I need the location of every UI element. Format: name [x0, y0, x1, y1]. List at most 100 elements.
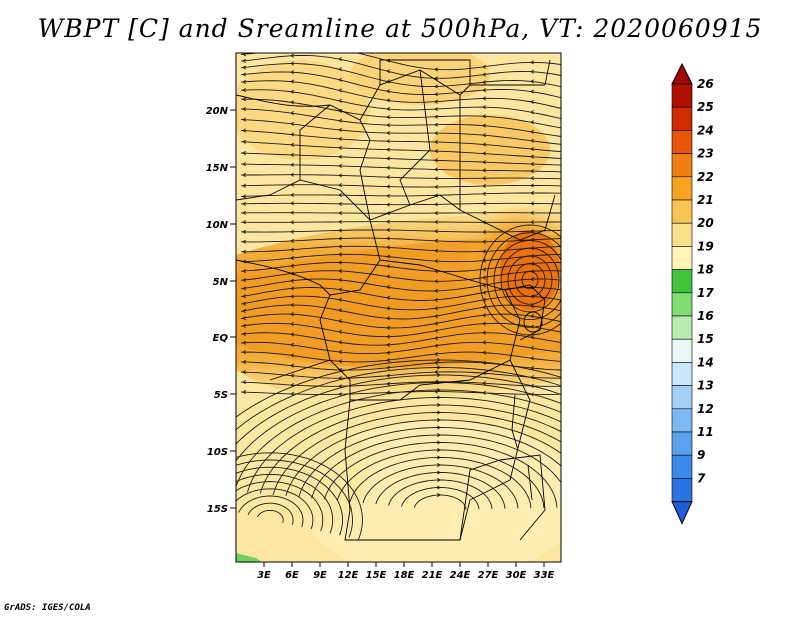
streamline — [236, 481, 324, 532]
streamline-arrow — [386, 130, 390, 136]
streamline-arrow — [434, 139, 438, 145]
streamline-arrow — [338, 236, 342, 241]
streamline-arrow — [242, 88, 246, 93]
streamline-arrow — [386, 264, 390, 269]
streamline-arrow — [482, 142, 486, 147]
streamline-arrow — [338, 201, 342, 206]
streamline-arrow — [482, 133, 486, 138]
streamline — [401, 487, 480, 510]
streamline — [240, 53, 561, 71]
streamline — [236, 488, 314, 530]
streamline-arrow — [530, 138, 534, 143]
streamline-arrow — [338, 359, 342, 364]
streamline-arrow — [338, 252, 342, 257]
streamline — [236, 459, 353, 538]
colorbar-bottom-arrow — [671, 501, 693, 525]
streamline-arrow — [290, 89, 294, 94]
streamline-arrow — [482, 160, 486, 165]
streamline — [240, 332, 561, 346]
colorbar-swatch — [671, 385, 693, 410]
streamline-arrow — [290, 238, 294, 243]
streamline-arrow — [338, 127, 342, 132]
streamline — [259, 404, 561, 494]
streamline-arrow — [437, 432, 441, 438]
streamline-arrow — [290, 132, 294, 137]
lon-label-12e: 12E — [338, 570, 359, 581]
streamline-arrow — [290, 210, 294, 215]
streamline-arrow — [242, 97, 246, 102]
streamline-arrow — [242, 323, 246, 328]
streamline-arrow — [482, 381, 486, 386]
streamline-arrow — [482, 151, 486, 156]
streamline — [507, 255, 553, 305]
streamline — [236, 382, 561, 462]
streamline-arrow — [530, 176, 534, 181]
streamline — [257, 509, 284, 523]
streamline-arrow — [434, 202, 438, 207]
streamline-arrow — [482, 275, 486, 280]
streamline-arrow — [482, 267, 486, 272]
colorbar-label: 9 — [697, 448, 705, 462]
country-borders — [236, 59, 556, 541]
streamline-arrow — [437, 447, 441, 453]
streamline-arrow — [482, 201, 486, 206]
streamline-arrow — [530, 314, 534, 319]
streamline-arrow — [338, 219, 342, 224]
lat-label-20n: 20N — [206, 106, 229, 117]
streamline-arrow — [437, 417, 441, 423]
streamline-arrow — [290, 201, 294, 206]
streamline — [236, 374, 561, 445]
streamline-arrow — [530, 169, 534, 174]
streamline-arrow — [437, 410, 441, 415]
streamline-arrow — [437, 395, 441, 400]
colorbar-swatch — [671, 408, 693, 433]
streamline-arrow — [482, 360, 486, 365]
streamline — [241, 98, 561, 129]
colorbar-label: 11 — [697, 425, 714, 439]
streamline-arrow — [242, 162, 246, 167]
streamline — [240, 212, 561, 214]
streamline — [236, 359, 561, 418]
streamline-arrow — [338, 98, 342, 103]
colorbar-label: 7 — [697, 471, 706, 485]
grads-credit: GrADS: IGES/COLA — [4, 603, 91, 613]
streamline-arrow — [338, 340, 342, 345]
streamline — [375, 472, 506, 509]
streamline — [240, 229, 561, 233]
streamline-arrow — [434, 360, 438, 365]
streamline-arrow — [242, 278, 246, 283]
streamline-arrow — [242, 194, 246, 199]
streamline — [240, 287, 561, 301]
streamline-arrow — [290, 61, 294, 66]
streamline-arrow — [530, 146, 534, 152]
colorbar-label: 19 — [697, 239, 714, 253]
streamline-arrow — [290, 294, 294, 299]
streamline-arrow — [386, 295, 390, 300]
streamline-arrow — [482, 168, 486, 173]
streamline-arrow — [434, 211, 438, 216]
streamline-arrow — [434, 92, 438, 97]
streamline-arrow — [386, 381, 390, 386]
streamline-arrow — [290, 278, 294, 283]
streamline-arrow — [386, 325, 390, 330]
streamline — [240, 322, 561, 338]
streamline-arrow — [437, 462, 441, 468]
streamline-arrow — [437, 365, 441, 370]
streamline — [240, 71, 561, 99]
streamline-arrow — [338, 277, 342, 282]
streamline-arrow — [437, 357, 441, 363]
streamline-arrow — [482, 191, 486, 196]
streamline-arrow — [386, 274, 390, 279]
streamline-arrow — [530, 69, 534, 74]
streamline-arrow — [338, 67, 342, 72]
streamline — [240, 192, 561, 197]
streamline-arrow — [338, 319, 342, 324]
streamline-arrow — [386, 219, 390, 224]
streamline-arrow — [386, 69, 390, 74]
streamline-arrow — [242, 117, 246, 122]
streamline — [240, 89, 561, 120]
streamline-arrow — [386, 175, 390, 180]
latitude-axis: 20N 15N 10N 5N EQ 5S 10S 15S — [206, 106, 236, 515]
streamline-arrow — [482, 340, 486, 345]
streamline-arrow — [290, 142, 294, 147]
